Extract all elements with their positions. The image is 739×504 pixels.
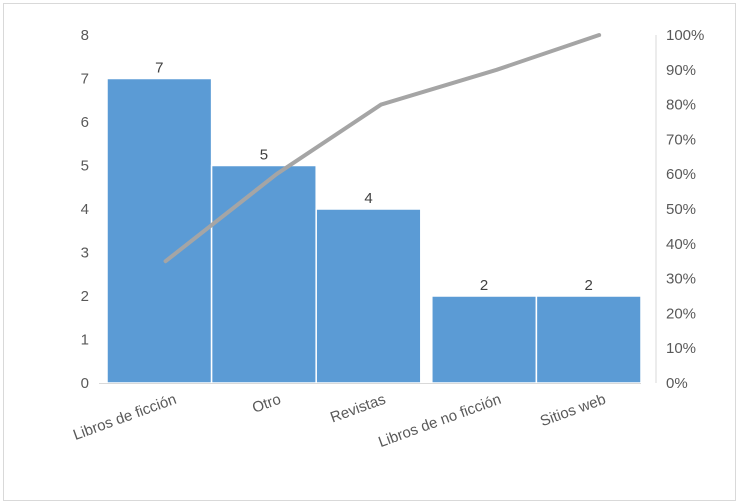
right-tick-label: 10% (666, 340, 696, 357)
category-label-2: Revistas (328, 391, 388, 427)
data-label-1: 5 (260, 147, 268, 164)
right-tick-label: 40% (666, 236, 696, 253)
right-tick-label: 70% (666, 131, 696, 148)
category-label-3: Libros de no ficción (376, 391, 503, 451)
right-tick-label: 60% (666, 166, 696, 183)
data-label-2: 4 (364, 190, 372, 207)
left-tick-label: 7 (81, 71, 89, 88)
data-label-3: 2 (480, 277, 488, 294)
right-tick-label: 0% (666, 375, 688, 392)
left-tick-label: 0 (81, 375, 89, 392)
right-tick-label: 50% (666, 201, 696, 218)
right-tick-label: 20% (666, 305, 696, 322)
bar-0 (106, 77, 213, 384)
bar-3 (431, 295, 538, 384)
bar-1 (210, 164, 317, 384)
left-tick-label: 8 (81, 27, 89, 44)
right-tick-label: 30% (666, 271, 696, 288)
bar-4 (535, 295, 642, 384)
data-label-0: 7 (155, 60, 163, 77)
left-tick-label: 5 (81, 158, 89, 175)
category-label-4: Sitios web (538, 391, 608, 430)
left-tick-label: 3 (81, 245, 89, 262)
right-tick-label: 80% (666, 97, 696, 114)
left-tick-label: 2 (81, 288, 89, 305)
left-tick-label: 4 (81, 201, 89, 218)
category-label-1: Otro (250, 391, 283, 417)
right-tick-label: 100% (666, 27, 704, 44)
right-tick-label: 90% (666, 62, 696, 79)
category-label-0: Libros de ficción (71, 391, 179, 444)
data-label-4: 2 (585, 277, 593, 294)
left-tick-label: 1 (81, 332, 89, 349)
cumulative-line (163, 33, 602, 264)
bar-2 (315, 208, 422, 384)
left-tick-label: 6 (81, 114, 89, 131)
